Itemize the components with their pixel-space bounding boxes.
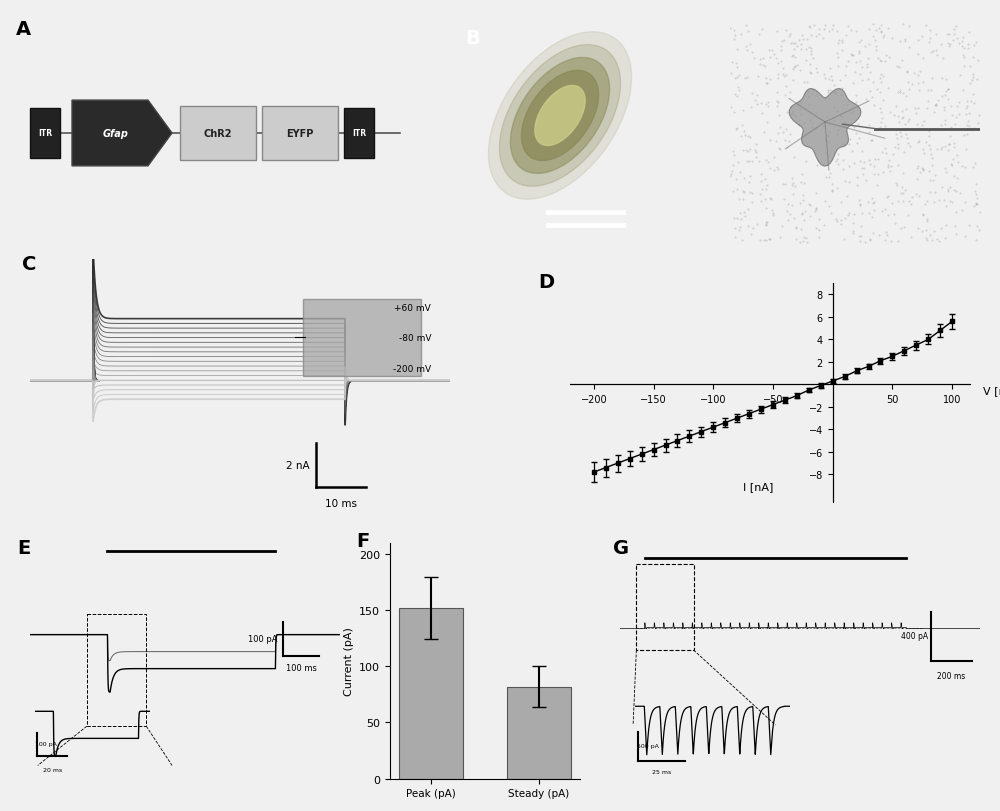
Text: E: E	[18, 539, 31, 558]
Text: 25 ms: 25 ms	[652, 769, 671, 774]
Text: ITR: ITR	[38, 129, 52, 139]
Polygon shape	[789, 89, 861, 167]
Bar	[344, 109, 374, 158]
Text: -80 mV: -80 mV	[399, 333, 431, 342]
Polygon shape	[499, 45, 621, 187]
Text: G: G	[613, 539, 629, 558]
Polygon shape	[488, 32, 632, 200]
Text: A: A	[16, 20, 31, 39]
Text: 10 ms: 10 ms	[325, 499, 357, 508]
Text: 2 nA: 2 nA	[286, 460, 309, 470]
Text: EYFP: EYFP	[286, 129, 314, 139]
Bar	[507, 687, 571, 779]
X-axis label: V [mV]: V [mV]	[983, 386, 1000, 396]
Text: 100 pA: 100 pA	[35, 741, 57, 746]
Bar	[30, 109, 60, 158]
Text: 200 ms: 200 ms	[937, 672, 965, 680]
Bar	[262, 106, 338, 161]
Text: 100 pA: 100 pA	[248, 634, 278, 643]
Text: 500 pA: 500 pA	[637, 743, 658, 748]
Text: +60 mV: +60 mV	[394, 303, 431, 313]
Text: -200 mV: -200 mV	[393, 364, 431, 374]
Y-axis label: Current (pA): Current (pA)	[344, 627, 354, 695]
Text: 400 pA: 400 pA	[901, 631, 928, 640]
Text: C: C	[22, 255, 36, 273]
Text: 100 ms: 100 ms	[286, 663, 317, 672]
Text: ChR2: ChR2	[204, 129, 232, 139]
Text: ITR: ITR	[352, 129, 366, 139]
Bar	[303, 299, 421, 377]
Text: 20 ms: 20 ms	[43, 767, 62, 772]
Polygon shape	[510, 58, 610, 174]
Text: B: B	[465, 28, 480, 48]
Bar	[180, 106, 256, 161]
Polygon shape	[72, 101, 172, 167]
Y-axis label: I [nA]: I [nA]	[743, 482, 773, 491]
Text: D: D	[538, 272, 554, 292]
Text: Gfap: Gfap	[103, 129, 129, 139]
Text: F: F	[356, 532, 369, 551]
Polygon shape	[521, 71, 599, 161]
Bar	[399, 608, 463, 779]
Polygon shape	[535, 86, 585, 146]
